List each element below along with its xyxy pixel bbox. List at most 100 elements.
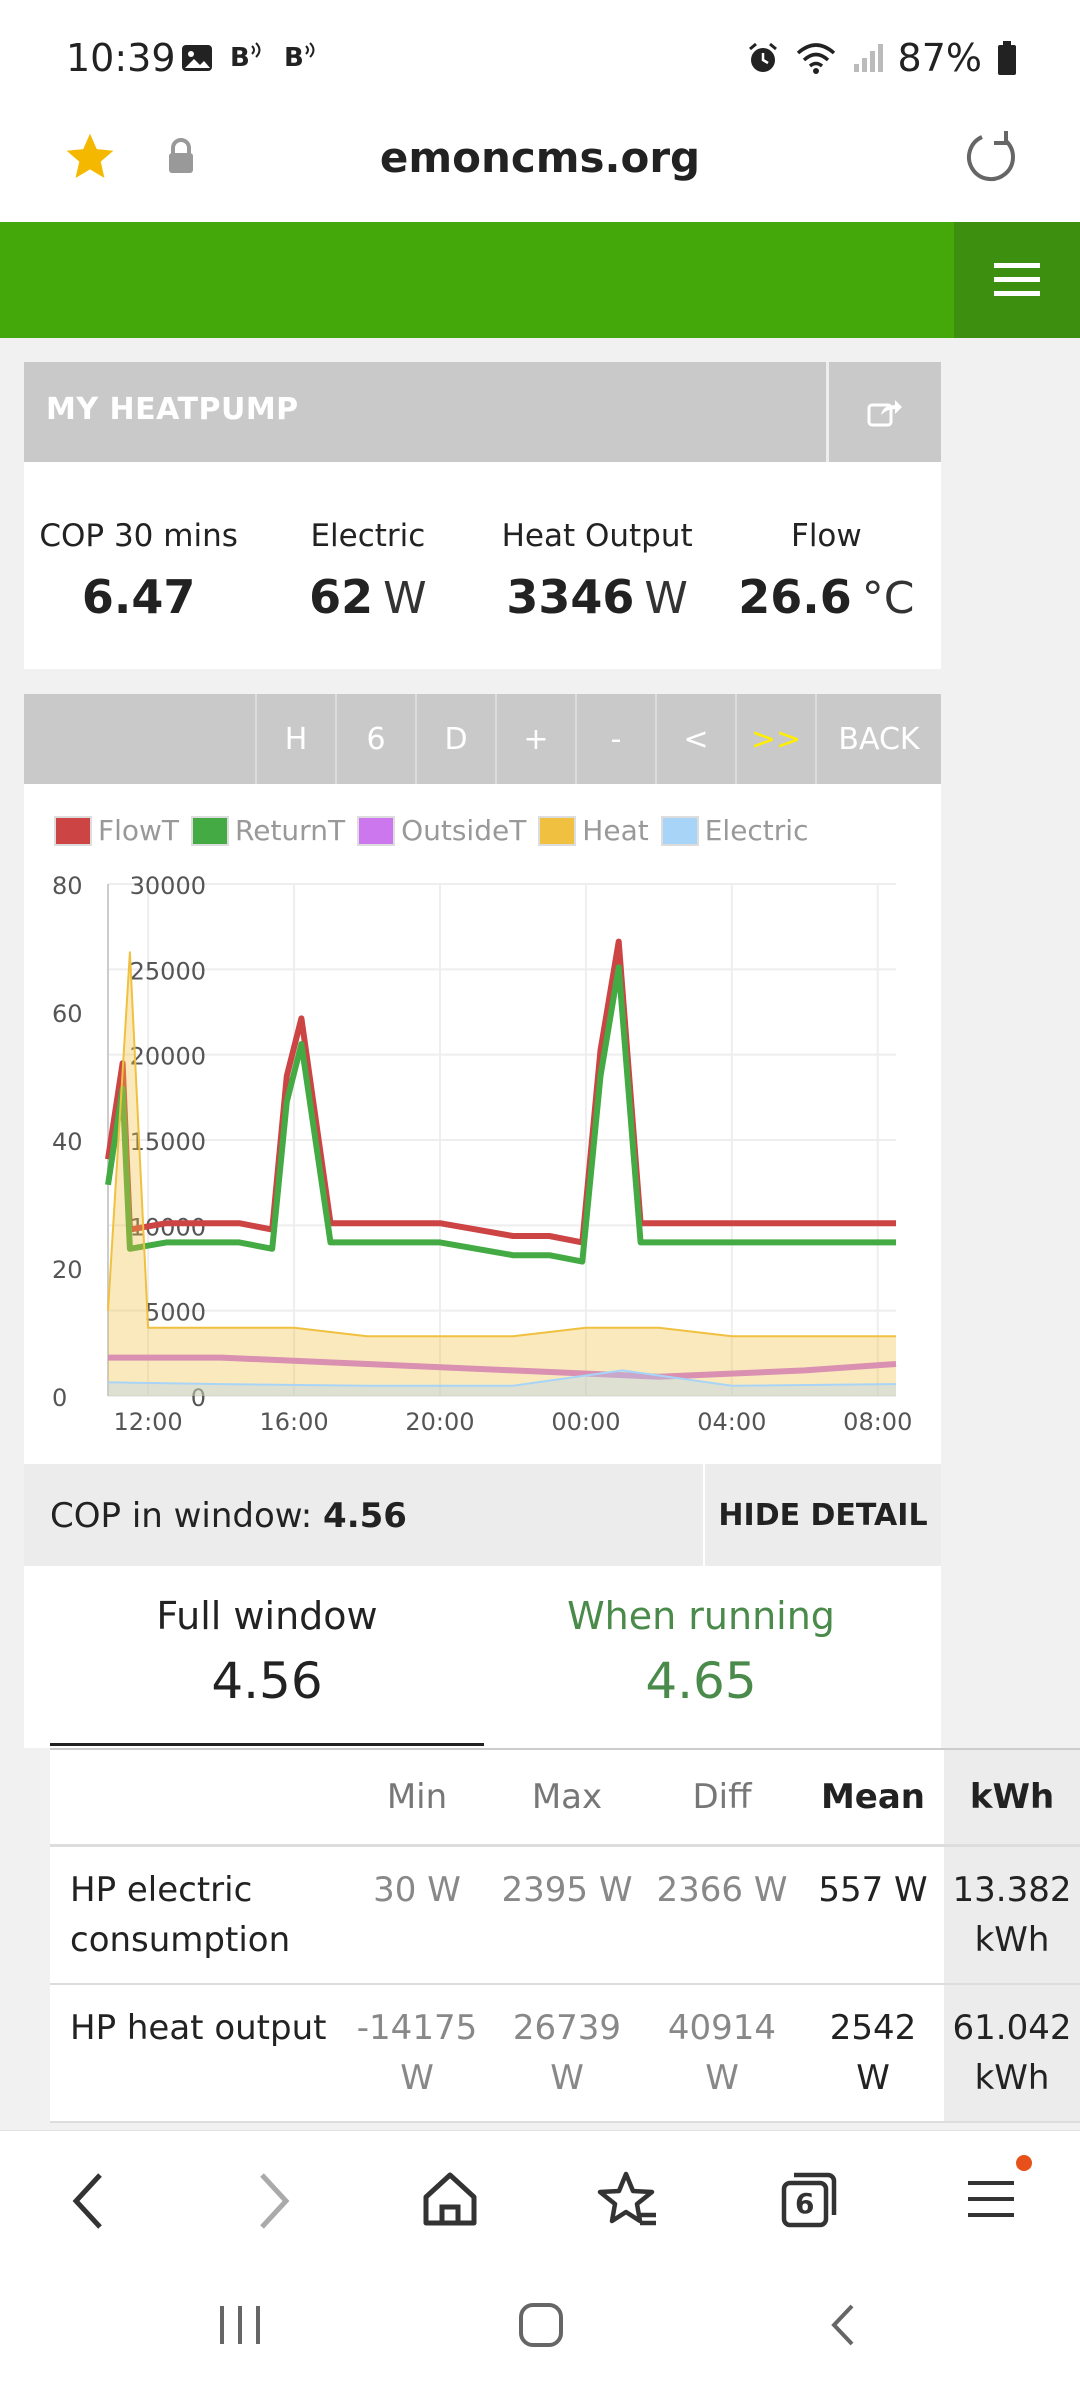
share-icon (867, 400, 902, 427)
share-button[interactable] (826, 362, 941, 462)
recent-apps-icon[interactable] (218, 2302, 262, 2348)
row-mean: 557 W (802, 1845, 944, 1985)
stat-heat-output: Heat Output 3346 W (483, 462, 712, 669)
pan-right-button[interactable]: >> (735, 694, 815, 784)
app-title-bar: MY HEATPUMP (24, 362, 941, 462)
stat-value: 3346 (506, 570, 635, 624)
row-name: HP electric consumption (50, 1845, 342, 1985)
lock-icon[interactable] (166, 137, 196, 177)
tabs-button[interactable]: 6 (778, 2167, 842, 2231)
url-domain[interactable]: emoncms.org (379, 133, 701, 182)
row-kwh: 13.382 kWh (944, 1845, 1080, 1985)
stat-unit: W (644, 573, 688, 624)
stat-label: Electric (310, 518, 426, 554)
zoom-out-button[interactable]: - (575, 694, 655, 784)
stat-value: 62 (309, 570, 374, 624)
hide-detail-button[interactable]: HIDE DETAIL (703, 1464, 941, 1566)
system-back-icon[interactable] (828, 2302, 858, 2348)
stat-unit: °C (861, 573, 915, 624)
table-header-kwh: kWh (944, 1748, 1080, 1847)
chart-area: FlowT ReturnT OutsideT Heat Electric 80 6… (24, 784, 941, 1464)
tab-when-running[interactable]: When running 4.65 (484, 1594, 918, 1710)
x-tick-label: 00:00 (551, 1408, 620, 1436)
browser-url-bar: emoncms.org (0, 115, 1080, 223)
forward-icon[interactable] (254, 2169, 294, 2233)
time-6-button[interactable]: 6 (335, 694, 415, 784)
home-button-icon[interactable] (518, 2302, 564, 2348)
time-series-chart[interactable]: 8060402003000025000200001500010000500001… (24, 784, 941, 1464)
legend-label: ReturnT (235, 814, 346, 847)
home-icon[interactable] (420, 2169, 480, 2229)
table-header (50, 1748, 342, 1847)
x-tick-label: 16:00 (259, 1408, 328, 1436)
chart-legend: FlowT ReturnT OutsideT Heat Electric (54, 814, 814, 847)
legend-label: OutsideT (401, 814, 527, 847)
hamburger-menu-button[interactable] (954, 222, 1080, 338)
tabs-icon (781, 2172, 837, 2228)
tabs-count: 6 (795, 2187, 815, 2220)
stat-unit: W (383, 573, 427, 624)
pan-left-button[interactable]: < (655, 694, 735, 784)
series-line-returnt (105, 964, 896, 1265)
stat-label: Heat Output (501, 518, 693, 554)
legend-label: Electric (704, 814, 809, 847)
table-header-max: Max (492, 1748, 642, 1847)
series-line-heat (107, 951, 896, 1338)
legend-swatch (538, 815, 577, 846)
zoom-in-button[interactable]: + (495, 694, 575, 784)
when-running-value: 4.65 (645, 1652, 757, 1710)
time-day-button[interactable]: D (415, 694, 495, 784)
app-header-bar (0, 222, 1080, 338)
legend-swatch (191, 815, 230, 846)
y-right-tick-label: 20000 (130, 1043, 206, 1071)
y-left-tick-label: 40 (52, 1128, 83, 1156)
row-kwh: 61.042 kWh (944, 1984, 1080, 2123)
row-diff: 40914 W (642, 1984, 802, 2123)
table-row: HP heat output -14175 W 26739 W 40914 W … (50, 1984, 1080, 2123)
y-right-tick-label: 30000 (130, 872, 206, 900)
y-right-tick-label: 15000 (130, 1128, 206, 1156)
x-tick-label: 08:00 (843, 1408, 912, 1436)
legend-swatch (357, 815, 396, 846)
status-bar: 10:39 B B 87% (0, 0, 1080, 115)
table-header-mean: Mean (802, 1748, 944, 1847)
app-title: MY HEATPUMP (46, 392, 299, 427)
system-nav-bar (0, 2272, 1080, 2400)
battery-icon (998, 41, 1016, 75)
series-line-outsidet (108, 1354, 897, 1380)
back-icon[interactable] (68, 2169, 108, 2233)
browser-menu-button[interactable] (966, 2155, 1032, 2225)
reload-icon[interactable] (962, 127, 1022, 187)
series-area-electric (108, 1370, 896, 1396)
legend-swatch (660, 815, 699, 846)
active-tab-underline (50, 1743, 484, 1746)
status-time: 10:39 (66, 36, 176, 80)
detail-table: Min Max Diff Mean kWh HP electric consum… (50, 1748, 1080, 2123)
tab-full-window[interactable]: Full window 4.56 (50, 1594, 484, 1710)
cop-window-label: COP in window: (50, 1496, 313, 1536)
alarm-icon (748, 42, 777, 72)
x-tick-label: 04:00 (697, 1408, 766, 1436)
row-max: 26739 W (492, 1984, 642, 2123)
bookmarks-star-icon[interactable] (596, 2169, 660, 2233)
stat-flow: Flow 26.6 °C (712, 462, 941, 669)
stat-electric: Electric 62 W (253, 462, 482, 669)
menu-icon (968, 2181, 1014, 2217)
time-hour-button[interactable]: H (255, 694, 335, 784)
bookmark-star-icon[interactable] (62, 129, 118, 185)
back-button[interactable]: BACK (815, 694, 941, 784)
row-mean: 2542 W (802, 1984, 944, 2123)
cop-window-bar: COP in window: 4.56 HIDE DETAIL (24, 1464, 941, 1566)
image-icon (182, 45, 212, 71)
y-right-tick-label: 0 (191, 1384, 206, 1412)
y-left-tick-label: 80 (52, 872, 83, 900)
table-header-row: Min Max Diff Mean kWh (50, 1748, 1080, 1847)
legend-label: FlowT (98, 814, 180, 847)
battery-percent: 87% (897, 36, 982, 80)
b-notification-icon: B (230, 42, 261, 73)
row-name: HP heat output (50, 1984, 342, 2123)
stat-value: 26.6 (738, 570, 852, 624)
legend-item-electric: Electric (660, 814, 809, 847)
y-left-tick-label: 0 (52, 1384, 67, 1412)
series-area-heat (108, 952, 896, 1396)
